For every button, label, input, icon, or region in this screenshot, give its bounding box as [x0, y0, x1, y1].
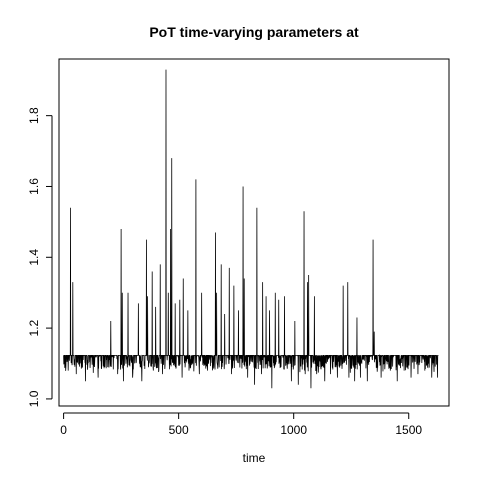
y-tick-label: 1.6 — [27, 178, 41, 195]
y-tick-label: 1.4 — [27, 249, 41, 266]
series-line — [63, 69, 439, 389]
x-tick-label: 500 — [169, 423, 189, 437]
y-axis: 1.0 1.2 1.4 1.6 1.8 — [27, 107, 53, 407]
x-tick-label: 1500 — [395, 423, 422, 437]
x-axis-label: time — [243, 451, 266, 465]
x-tick-label: 1000 — [280, 423, 307, 437]
y-tick-label: 1.0 — [27, 390, 41, 407]
x-tick-label: 0 — [60, 423, 67, 437]
plot-area-border — [58, 58, 450, 407]
x-axis: 0 500 1000 1500 — [60, 412, 422, 437]
y-tick-label: 1.2 — [27, 319, 41, 336]
chart-title: PoT time-varying parameters at — [149, 24, 359, 40]
y-tick-label: 1.8 — [27, 107, 41, 124]
